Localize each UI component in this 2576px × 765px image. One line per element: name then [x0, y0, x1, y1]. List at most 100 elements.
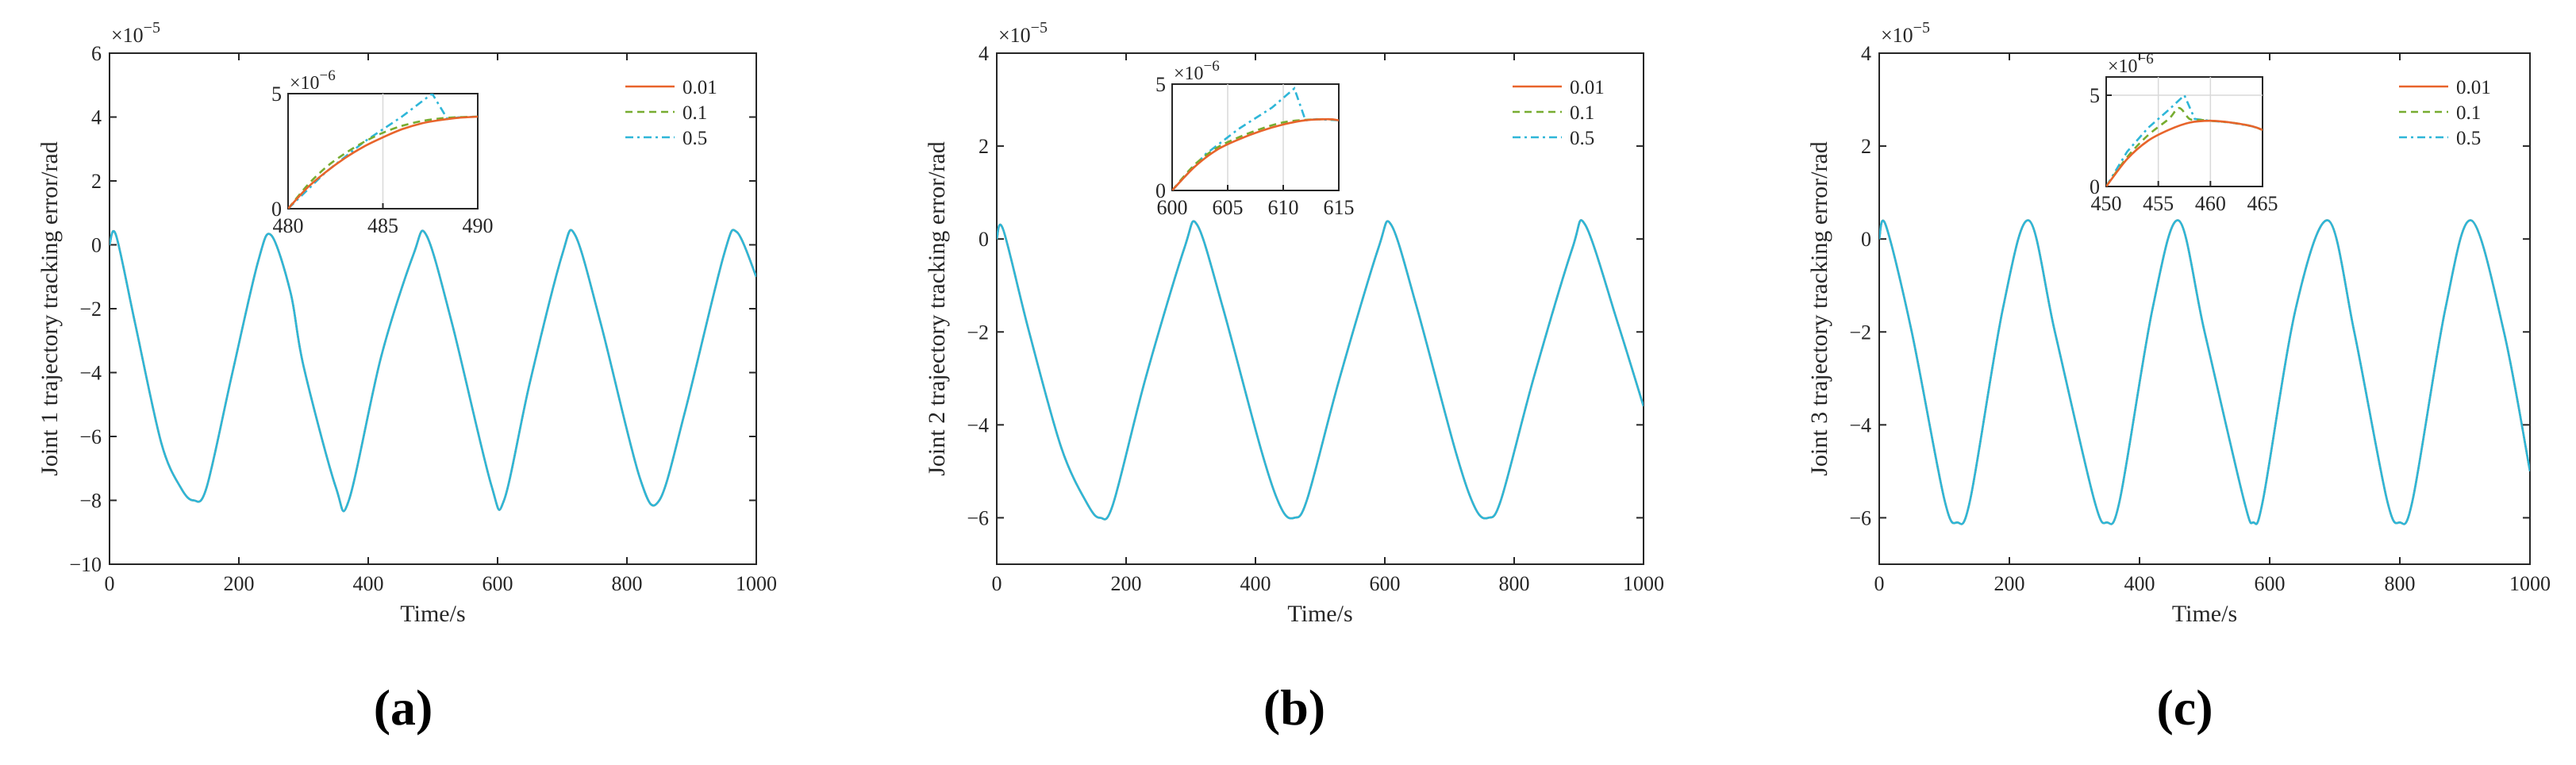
panel-label-b: (b)	[1263, 679, 1326, 736]
y-tick-label: −6	[1849, 506, 1871, 529]
inset-x-tick-label: 600	[1157, 196, 1188, 219]
legend-entry-0.1-label: 0.1	[682, 102, 707, 124]
x-tick-label: 1000	[2509, 572, 2551, 595]
x-tick-label: 800	[612, 572, 643, 595]
legend-entry-0.5-label: 0.5	[682, 128, 707, 149]
inset-series-0.01	[1172, 117, 1339, 190]
plot-area-frame	[1878, 52, 2531, 565]
inset-x-tick-label: 610	[1268, 196, 1299, 219]
legend-entry-0.01-label: 0.01	[2456, 77, 2491, 98]
y-tick-label: −4	[1849, 413, 1871, 436]
y-tick-label: −6	[79, 425, 102, 448]
x-tick-label: 200	[1111, 572, 1142, 595]
inset-y-tick-label: 5	[1155, 73, 1166, 96]
inset-x-tick-label: 460	[2195, 192, 2226, 215]
x-tick-label: 200	[1994, 572, 2025, 595]
plot-area-frame	[996, 52, 1644, 565]
inset-zoom-2: 600 605 610 615 0 5 ×10−6	[1155, 58, 1355, 219]
chart-panel-2: 0 200 400 600 800 1000 −6 −4 −2 0 2 4 ×10−5 Time/s Joi…	[924, 19, 1664, 627]
legend-entry-0.01-label: 0.01	[1570, 77, 1605, 98]
inset-x-tick-label: 465	[2247, 192, 2278, 215]
legend-entry-0.1-label: 0.1	[1570, 102, 1594, 124]
inset-x-tick-label: 615	[1324, 196, 1355, 219]
inset-y-tick-label: 0	[271, 198, 282, 221]
inset-y-scale-factor: ×10−6	[290, 67, 336, 94]
series-line-0.5	[110, 229, 756, 513]
panel-label-c: (c)	[2156, 679, 2213, 736]
inset-x-tick-label: 605	[1213, 196, 1244, 219]
y-tick-label: 2	[91, 170, 102, 193]
y-tick-label: 4	[1861, 42, 1871, 65]
panel-label-a: (a)	[373, 679, 433, 736]
series-line-0.5	[997, 219, 1644, 521]
y-tick-label: −2	[1849, 321, 1871, 344]
series-line-0.01	[110, 229, 756, 513]
x-tick-label: 200	[224, 572, 255, 595]
y-tick-label: −6	[967, 506, 989, 529]
y-tick-label: 6	[91, 42, 102, 65]
legend-entry-0.01-label: 0.01	[682, 77, 717, 98]
y-scale-factor: ×10−5	[998, 19, 1048, 47]
inset-x-tick-label: 450	[2091, 192, 2122, 215]
series-line-0.5	[1879, 219, 2530, 525]
y-tick-label: 0	[91, 234, 102, 257]
y-tick-label: −10	[69, 553, 102, 576]
x-tick-label: 600	[483, 572, 513, 595]
y-axis-label: Joint 1 trajectory tracking error/rad	[37, 141, 63, 476]
y-tick-label: 4	[91, 106, 102, 129]
y-tick-label: −2	[79, 298, 102, 321]
inset-y-scale-factor: ×10−6	[1174, 58, 1220, 84]
inset-y-tick-label: 0	[2090, 175, 2100, 198]
y-scale-factor: ×10−5	[111, 19, 160, 47]
legend-entry-0.1-label: 0.1	[2456, 102, 2481, 124]
x-tick-label: 0	[992, 572, 1002, 595]
series-line-0.1	[997, 219, 1644, 521]
inset-series-0.1	[288, 115, 478, 209]
x-tick-label: 600	[1370, 572, 1401, 595]
inset-series-0.01	[2106, 119, 2263, 186]
x-tick-label: 800	[1499, 572, 1530, 595]
inset-zoom-3: 450 455 460 465 0 5 ×10−6	[2090, 51, 2278, 215]
y-axis-label: Joint 2 trajectory tracking error/rad	[924, 141, 950, 476]
inset-x-tick-label: 455	[2143, 192, 2174, 215]
series-line-0.1	[1879, 219, 2530, 525]
series-line-0.1	[110, 229, 756, 513]
chart-panel-1: 0 200 400 600 800 1000 −10 −8 −6 −4 −2 0 2 4 6 ×10−5 Tim…	[37, 19, 777, 627]
y-tick-label: 0	[978, 228, 989, 251]
y-axis-label: Joint 3 trajectory tracking error/rad	[1806, 141, 1832, 476]
y-tick-label: 2	[1861, 135, 1871, 158]
chart-panel-3: 0 200 400 600 800 1000 −6 −4 −2 0 2 4 ×10−5 Time/s Joi…	[1806, 19, 2551, 627]
series-line-0.01	[997, 219, 1644, 521]
x-tick-label: 400	[353, 572, 384, 595]
y-tick-label: −4	[79, 362, 102, 385]
y-tick-label: −8	[79, 490, 102, 513]
legend-entry-0.5-label: 0.5	[1570, 128, 1594, 149]
x-tick-label: 0	[105, 572, 115, 595]
x-tick-label: 1000	[1623, 572, 1664, 595]
inset-y-tick-label: 5	[2090, 84, 2100, 107]
inset-x-tick-label: 490	[463, 214, 494, 237]
inset-y-tick-label: 5	[271, 83, 282, 106]
inset-y-tick-label: 0	[1155, 179, 1166, 202]
x-axis-label: Time/s	[2172, 601, 2237, 627]
y-tick-label: 2	[978, 135, 989, 158]
x-tick-label: 1000	[736, 572, 777, 595]
y-tick-label: 4	[978, 42, 989, 65]
x-tick-label: 400	[2124, 572, 2155, 595]
legend-entry-0.5-label: 0.5	[2456, 128, 2481, 149]
series-line-0.01	[1879, 219, 2530, 525]
inset-x-tick-label: 485	[367, 214, 398, 237]
inset-series-0.5	[2106, 93, 2263, 186]
inset-x-tick-label: 480	[273, 214, 304, 237]
y-tick-label: 0	[1861, 228, 1871, 251]
x-tick-label: 0	[1874, 572, 1885, 595]
x-tick-label: 600	[2255, 572, 2286, 595]
inset-zoom-1: 480 485 490 0 5 ×10−6	[271, 67, 494, 237]
x-tick-label: 800	[2385, 572, 2416, 595]
x-axis-label: Time/s	[400, 601, 465, 627]
y-scale-factor: ×10−5	[1881, 19, 1930, 47]
inset-frame	[2105, 76, 2263, 187]
y-tick-label: −2	[967, 321, 989, 344]
x-tick-label: 400	[1240, 572, 1271, 595]
